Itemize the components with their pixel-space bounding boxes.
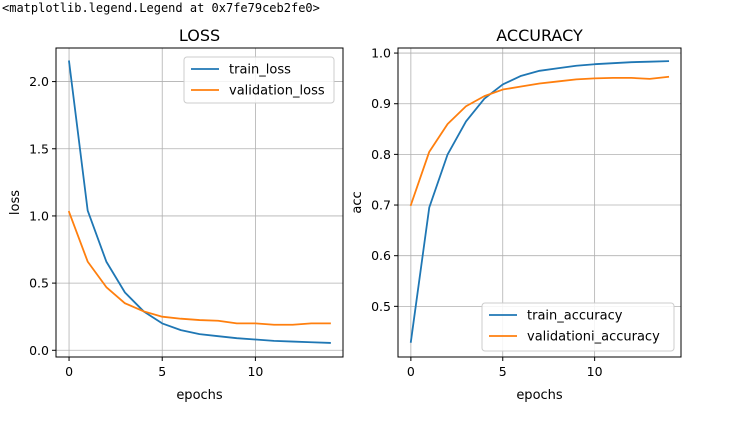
y-tick-label: 1.0 bbox=[29, 208, 49, 223]
x-axis-label: epochs bbox=[516, 388, 563, 403]
x-tick-label: 0 bbox=[407, 364, 415, 379]
series-line-validation_loss bbox=[67, 210, 331, 326]
y-tick-label: 0.0 bbox=[29, 343, 49, 358]
y-tick-label: 0.6 bbox=[371, 248, 391, 263]
y-tick-label: 0.7 bbox=[371, 198, 391, 213]
y-tick-label: 0.9 bbox=[371, 96, 391, 111]
plot-frame bbox=[397, 47, 682, 358]
legend-label-validationi_accuracy: validationi_accuracy bbox=[527, 330, 660, 345]
y-tick-label: 0.5 bbox=[371, 299, 391, 314]
chart-title: LOSS bbox=[179, 26, 220, 45]
legend-label-train_loss: train_loss bbox=[229, 63, 291, 78]
y-tick-label: 0.5 bbox=[29, 276, 49, 291]
chart-title: ACCURACY bbox=[496, 26, 583, 45]
legend-box bbox=[183, 56, 335, 104]
legend-label-validation_loss: validation_loss bbox=[229, 84, 325, 99]
x-tick-label: 5 bbox=[499, 364, 507, 379]
x-tick-label: 5 bbox=[158, 364, 166, 379]
y-axis-label: loss bbox=[8, 190, 23, 215]
x-tick-label: 10 bbox=[247, 364, 263, 379]
series-line-validationi_accuracy bbox=[409, 75, 670, 207]
legend-label-train_accuracy: train_accuracy bbox=[527, 309, 623, 324]
x-axis-label: epochs bbox=[176, 388, 223, 403]
plot-frame bbox=[55, 47, 344, 358]
y-tick-label: 1.0 bbox=[371, 46, 391, 61]
y-tick-label: 2.0 bbox=[29, 74, 49, 89]
series-line-train_accuracy bbox=[409, 60, 670, 343]
legend-box bbox=[481, 302, 675, 352]
y-tick-label: 0.8 bbox=[371, 147, 391, 162]
x-tick-label: 0 bbox=[65, 364, 73, 379]
x-tick-label: 10 bbox=[587, 364, 603, 379]
y-axis-label: acc bbox=[350, 191, 365, 213]
output-repr-text: <matplotlib.legend.Legend at 0x7fe79ceb2… bbox=[2, 1, 320, 15]
y-tick-label: 1.5 bbox=[29, 141, 49, 156]
series-line-train_loss bbox=[68, 60, 331, 344]
